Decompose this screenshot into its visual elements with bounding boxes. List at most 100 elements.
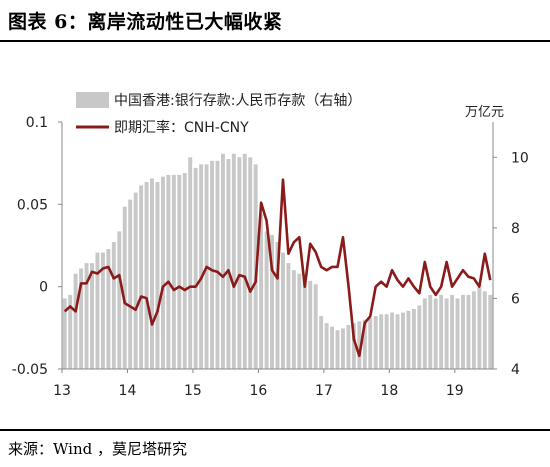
bar-deposit xyxy=(139,185,144,369)
bar-deposit xyxy=(368,317,373,369)
bar-deposit xyxy=(444,298,449,369)
bar-deposit xyxy=(330,326,335,369)
bar-deposit xyxy=(193,167,198,369)
page-title: 图表 6：离岸流动性已大幅收紧 xyxy=(8,11,283,33)
bar-deposit xyxy=(264,231,269,369)
x-tick-label: 15 xyxy=(184,383,202,399)
bar-deposit xyxy=(144,181,149,369)
bar-deposit xyxy=(111,241,116,369)
x-tick-label: 17 xyxy=(315,383,333,399)
bar-deposit xyxy=(357,321,362,369)
bar-deposit xyxy=(128,199,133,369)
bar-deposit xyxy=(166,174,171,369)
bar-deposit xyxy=(286,263,291,369)
x-tick-label: 19 xyxy=(446,383,464,399)
x-tick-label: 16 xyxy=(249,383,267,399)
bar-deposit xyxy=(346,324,351,369)
left-tick-label: 0.1 xyxy=(26,115,48,131)
left-tick-label: 0 xyxy=(39,280,48,296)
bar-deposit xyxy=(390,312,395,369)
bar-deposit xyxy=(106,249,111,369)
bar-deposit xyxy=(379,314,384,369)
bar-deposit xyxy=(406,310,411,369)
bar-deposit xyxy=(210,160,214,369)
bar-deposit xyxy=(461,294,465,369)
left-tick-label: -0.05 xyxy=(12,362,48,378)
right-tick-label: 10 xyxy=(511,150,529,166)
bar-deposit xyxy=(95,252,100,369)
x-tick-label: 13 xyxy=(53,383,71,399)
footer-rule xyxy=(0,429,550,431)
bar-deposit xyxy=(395,314,400,369)
bar-deposit xyxy=(411,309,416,369)
bar-deposit xyxy=(384,314,389,369)
bar-deposit xyxy=(171,174,176,369)
bar-deposit xyxy=(62,298,67,369)
bar-deposit xyxy=(188,157,193,369)
bar-deposit xyxy=(155,181,160,369)
bar-deposit xyxy=(466,294,471,369)
right-tick-label: 4 xyxy=(511,362,520,378)
bar-deposit xyxy=(313,284,318,369)
bar-deposit xyxy=(324,323,329,369)
bar-deposit xyxy=(215,160,220,369)
bar-deposit xyxy=(482,291,487,369)
bar-deposit xyxy=(182,173,187,369)
bar-deposit xyxy=(450,294,455,369)
bar-deposit xyxy=(199,164,204,369)
bar-deposit xyxy=(275,241,280,369)
bar-deposit xyxy=(90,263,94,369)
bar-deposit xyxy=(401,312,405,369)
bar-deposit xyxy=(133,192,138,369)
bar-deposit xyxy=(237,157,242,369)
bar-deposit xyxy=(417,305,422,369)
bar-deposit xyxy=(220,153,225,369)
x-tick-label: 14 xyxy=(119,383,137,399)
bar-deposit xyxy=(373,316,378,369)
header: 图表 6：离岸流动性已大幅收紧 xyxy=(0,0,550,40)
bar-deposit xyxy=(428,294,433,369)
bar-deposit xyxy=(117,231,122,369)
bar-deposit xyxy=(84,263,89,369)
right-axis-unit: 万亿元 xyxy=(465,105,504,120)
bar-deposit xyxy=(68,294,73,369)
legend-swatch-bar xyxy=(76,92,109,108)
bar-deposit xyxy=(362,319,367,369)
source-note: 来源：Wind ，莫尼塔研究 xyxy=(8,440,187,458)
bar-deposit xyxy=(455,298,460,369)
title-rule xyxy=(0,40,550,42)
x-tick-label: 18 xyxy=(380,383,398,399)
line-cnh-cny xyxy=(63,178,492,358)
bar-deposit xyxy=(488,294,493,369)
bar-deposit xyxy=(122,206,127,369)
bar-deposit xyxy=(160,176,165,369)
bar-deposit xyxy=(231,153,236,369)
bar-deposit xyxy=(341,328,345,369)
left-tick-label: 0.05 xyxy=(17,197,48,213)
right-tick-label: 6 xyxy=(511,291,520,307)
bar-deposit xyxy=(100,252,105,369)
bar-deposit xyxy=(422,298,427,369)
bar-deposit xyxy=(351,323,356,369)
bar-deposit xyxy=(433,298,438,369)
bar-deposit xyxy=(242,153,247,369)
bar-deposit xyxy=(79,268,84,369)
bar-deposit xyxy=(248,157,253,369)
bar-deposit xyxy=(150,178,154,369)
bar-deposit xyxy=(259,213,264,369)
bar-deposit xyxy=(471,291,476,369)
bar-deposit xyxy=(319,316,324,369)
bar-deposit xyxy=(308,280,313,369)
bar-deposit xyxy=(270,234,275,369)
right-tick-label: 8 xyxy=(511,221,520,237)
bar-deposit xyxy=(297,273,302,369)
legend-label-bar: 中国香港:银行存款:人民币存款（右轴） xyxy=(114,93,361,109)
bar-deposit xyxy=(280,252,285,369)
bar-deposit xyxy=(177,174,182,369)
chart: -0.05 0 0.05 0.1 4 6 8 10 万亿元 13 14 15 16 17 18 19 中国香港:… xyxy=(12,92,529,399)
bar-deposit xyxy=(73,273,78,369)
bar-deposit xyxy=(477,287,482,369)
bar-deposit xyxy=(226,159,231,369)
bar-deposit xyxy=(439,294,444,369)
legend-label-line: 即期汇率：CNH-CNY xyxy=(114,119,249,136)
